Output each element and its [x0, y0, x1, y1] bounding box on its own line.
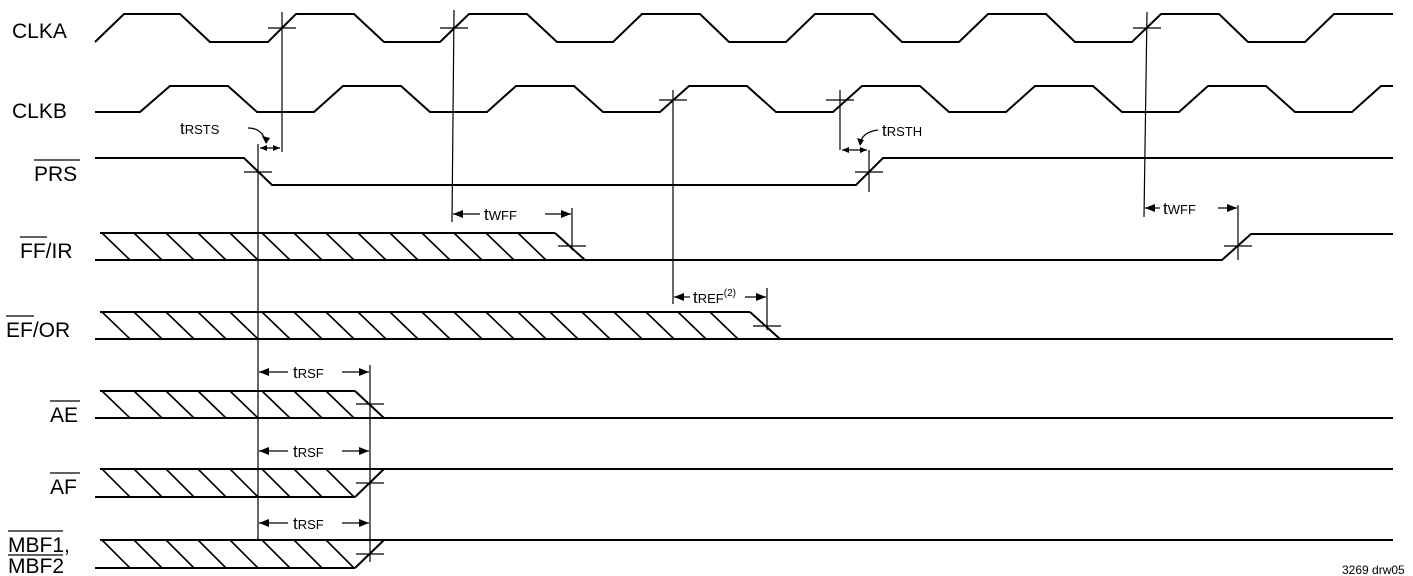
timing-label-twff-1: tWFF [484, 205, 517, 224]
signal-label-mbf1: MBF1, [8, 534, 70, 557]
tref-arrow [674, 293, 766, 301]
efor-waveform [749, 311, 1393, 340]
ref-line-clka-edge-3 [1143, 11, 1148, 218]
ae-waveform [354, 390, 1393, 419]
trsf-arrow-3 [259, 519, 369, 527]
timing-label-twff-2: tWFF [1163, 199, 1196, 218]
ref-line-clka-edge-2 [451, 9, 455, 223]
timing-label-trsf-3: tRSF [293, 514, 324, 533]
trsf-arrow-1 [259, 368, 369, 376]
trsts-arrow [247, 127, 280, 151]
clkb-waveform [95, 85, 1393, 113]
af-hatch-lines [101, 468, 355, 498]
mbf-waveform [354, 539, 1393, 569]
clka-waveform [94, 13, 1393, 43]
af-waveform [354, 468, 1393, 498]
prs-waveform [95, 157, 1393, 186]
figure-id: 3269 drw05 [1342, 563, 1405, 576]
ffir-hatched-region [95, 232, 585, 261]
trsth-arrow [842, 129, 879, 153]
signal-label-ffir: FF/IR [20, 240, 73, 263]
af-hatched-region [95, 468, 384, 498]
efor-hatch-lines [101, 311, 739, 340]
signal-label-clka: CLKA [12, 20, 67, 43]
efor-hatched-region [95, 311, 780, 340]
mbf1-bar-part: MBF1 [8, 534, 64, 557]
ffir-waveform [554, 232, 1393, 261]
twff-arrow-1 [453, 210, 571, 218]
signal-label-efor: EF/OR [6, 319, 70, 342]
timing-label-trsth: tRSTH [882, 121, 922, 140]
trsf-arrow-2 [259, 447, 369, 455]
signal-label-af: AF [50, 476, 77, 499]
mbf-hatched-region [95, 539, 384, 569]
signal-label-ae: AE [50, 404, 78, 427]
signal-label-mbf2: MBF2 [8, 555, 64, 576]
signal-label-prs: PRS [34, 163, 77, 186]
ae-hatch-lines [101, 390, 355, 419]
mbf-hatch-lines [101, 539, 355, 569]
ae-hatched-region [95, 390, 384, 419]
crossing-ticks [244, 27, 1252, 555]
timing-label-trsts: tRSTS [180, 119, 220, 138]
ffir-hatch-lines [101, 232, 547, 261]
efor-bar-part: EF [6, 319, 33, 342]
timing-label-trsf-1: tRSF [293, 363, 324, 382]
signal-label-clkb: CLKB [12, 100, 67, 123]
ffir-bar-part: FF [20, 240, 46, 263]
ffir-rest-part: /IR [46, 240, 73, 263]
twff-arrow-2 [1145, 204, 1237, 212]
efor-rest-part: /OR [33, 319, 70, 342]
timing-label-tref: tREF(2) [693, 288, 736, 307]
mbf1-rest-part: , [64, 534, 70, 557]
timing-label-trsf-2: tRSF [293, 442, 324, 461]
